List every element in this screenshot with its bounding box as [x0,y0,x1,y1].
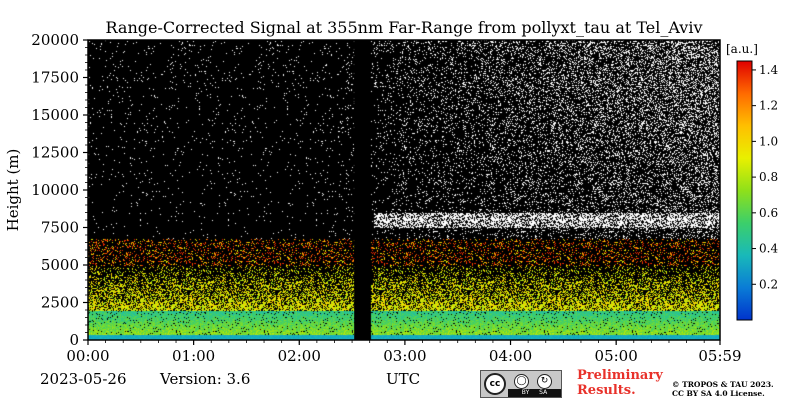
cc-badge-label: cc [484,373,506,395]
preliminary-line-1: Preliminary [577,368,663,383]
creative-commons-by-sa-icon: cc ◯ ↻ BY SA [480,370,562,398]
colorbar-tick-label: 0.2 [759,277,778,291]
y-tick-label: 0 [69,331,79,349]
preliminary-notice: Preliminary Results. [577,368,663,398]
colorbar: 0.2 0.4 0.6 0.8 1.0 1.2 1.4[a.u.] [726,42,778,321]
share-alike-icon: ↻ [537,374,552,389]
plot-area [87,39,721,341]
cc-by-label: BY [521,389,530,396]
y-axis: 0 2500 5000 7500 10000 12500 15000 17500 20000 [31,31,88,349]
chart-title: Range-Corrected Signal at 355nm Far-Rang… [106,18,703,37]
y-tick-label: 20000 [31,31,79,49]
preliminary-line-2: Results. [577,383,636,398]
x-tick-label: 05:59 [698,347,741,365]
cc-sa-label: SA [539,389,548,396]
backscatter-heatmap [88,40,720,340]
date-label: 2023-05-26 [40,370,127,388]
colorbar-tick-label: 1.2 [759,99,778,113]
y-tick-label: 15000 [31,106,79,124]
y-axis-label: Height (m) [4,149,22,232]
colorbar-tick-label: 1.0 [759,134,778,148]
copyright-notice: © TROPOS & TAU 2023. CC BY SA 4.0 Licens… [672,380,774,398]
x-tick-label: 00:00 [66,347,109,365]
x-tick-label: 05:00 [595,347,638,365]
y-tick-label: 7500 [41,219,79,237]
x-axis: 00:00 01:00 02:00 03:00 04:00 05:00 05:59 [66,340,742,365]
data-gap [354,40,371,340]
colorbar-tick-label: 0.6 [759,206,778,220]
x-tick-label: 01:00 [172,347,215,365]
y-tick-label: 5000 [41,256,79,274]
y-tick-label: 10000 [31,181,79,199]
colorbar-unit: [a.u.] [726,42,758,56]
y-tick-label: 17500 [31,69,79,87]
x-axis-label: UTC [386,370,421,388]
colorbar-tick-label: 0.4 [759,242,778,256]
colorbar-tick-label: 1.4 [759,63,778,77]
attribution-icon: ◯ [514,374,529,389]
y-tick-label: 12500 [31,144,79,162]
x-tick-label: 04:00 [489,347,532,365]
x-tick-label: 03:00 [383,347,426,365]
copyright-line-1: © TROPOS & TAU 2023. [672,380,774,389]
version-label: Version: 3.6 [160,370,251,388]
colorbar-gradient [736,60,753,321]
colorbar-tick-label: 0.8 [759,170,778,184]
y-tick-label: 2500 [41,294,79,312]
cc-badge-strip: BY SA [508,389,561,397]
copyright-line-2: CC BY SA 4.0 License. [672,389,765,398]
x-tick-label: 02:00 [278,347,321,365]
